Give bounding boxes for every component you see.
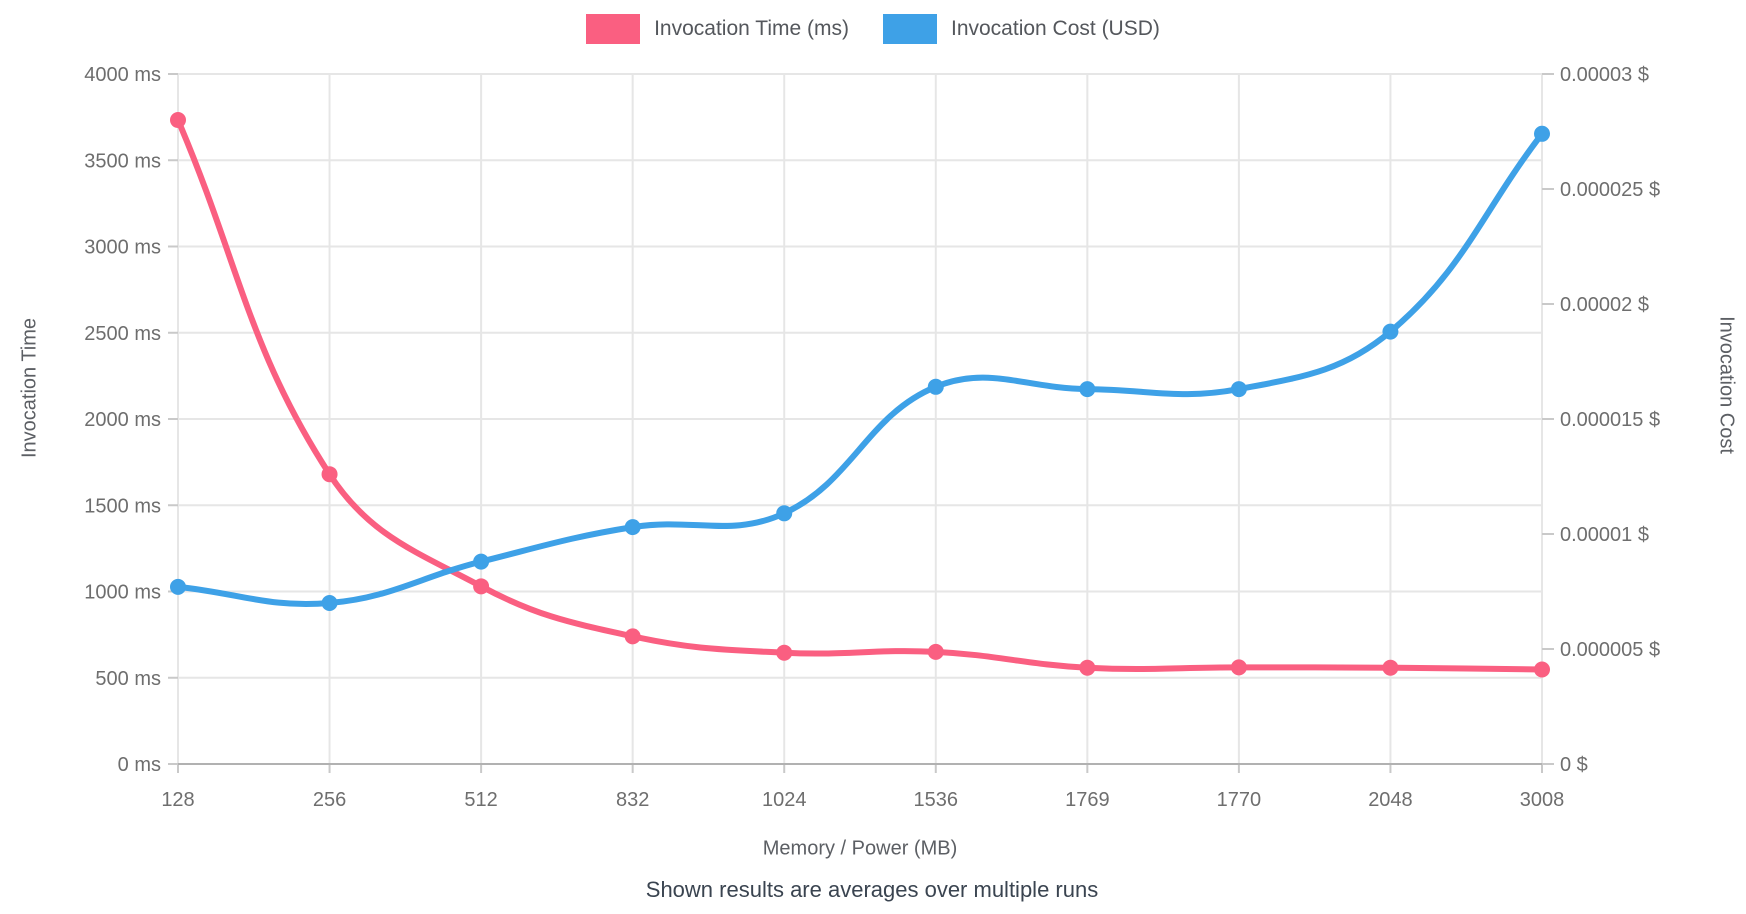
svg-text:1024: 1024 [762,789,807,811]
svg-text:1500 ms: 1500 ms [84,495,161,517]
svg-text:0.000015 $: 0.000015 $ [1560,409,1660,431]
legend-swatch-time-icon [586,14,641,44]
svg-text:512: 512 [464,789,497,811]
chart-legend: Invocation Time (ms) Invocation Cost (US… [0,14,1746,44]
svg-text:500 ms: 500 ms [95,668,161,690]
svg-text:0.00002 $: 0.00002 $ [1560,294,1649,316]
legend-swatch-cost-icon [882,14,937,44]
svg-text:2000 ms: 2000 ms [84,409,161,431]
svg-text:128: 128 [161,789,194,811]
legend-item-label: Invocation Time (ms) [654,17,849,40]
svg-text:256: 256 [313,789,346,811]
legend-item-label: Invocation Cost (USD) [950,17,1160,40]
legend-item-invocation-cost[interactable]: Invocation Cost (USD) [882,14,1160,44]
svg-text:3500 ms: 3500 ms [84,150,161,172]
svg-text:0.00003 $: 0.00003 $ [1560,64,1649,86]
svg-text:0.00001 $: 0.00001 $ [1560,524,1649,546]
svg-text:3008: 3008 [1520,789,1565,811]
svg-text:0.000005 $: 0.000005 $ [1560,639,1660,661]
y-axis-title-right: Invocation Cost [1715,316,1738,454]
svg-text:3000 ms: 3000 ms [84,237,161,259]
chart-subtitle: Shown results are averages over multiple… [645,877,1099,902]
svg-text:0 $: 0 $ [1560,754,1588,776]
svg-text:1769: 1769 [1065,789,1110,811]
svg-text:0.000025 $: 0.000025 $ [1560,179,1660,201]
svg-text:832: 832 [616,789,649,811]
svg-text:4000 ms: 4000 ms [84,64,161,86]
svg-text:0 ms: 0 ms [118,754,161,776]
y-axis-title-left: Invocation Time [18,317,41,459]
svg-text:1536: 1536 [914,789,959,811]
svg-text:2500 ms: 2500 ms [84,323,161,345]
legend-item-invocation-time[interactable]: Invocation Time (ms) [586,14,849,44]
svg-text:1770: 1770 [1217,789,1262,811]
x-axis-title: Memory / Power (MB) [762,837,958,860]
svg-text:2048: 2048 [1368,789,1413,811]
svg-text:1000 ms: 1000 ms [84,582,161,604]
